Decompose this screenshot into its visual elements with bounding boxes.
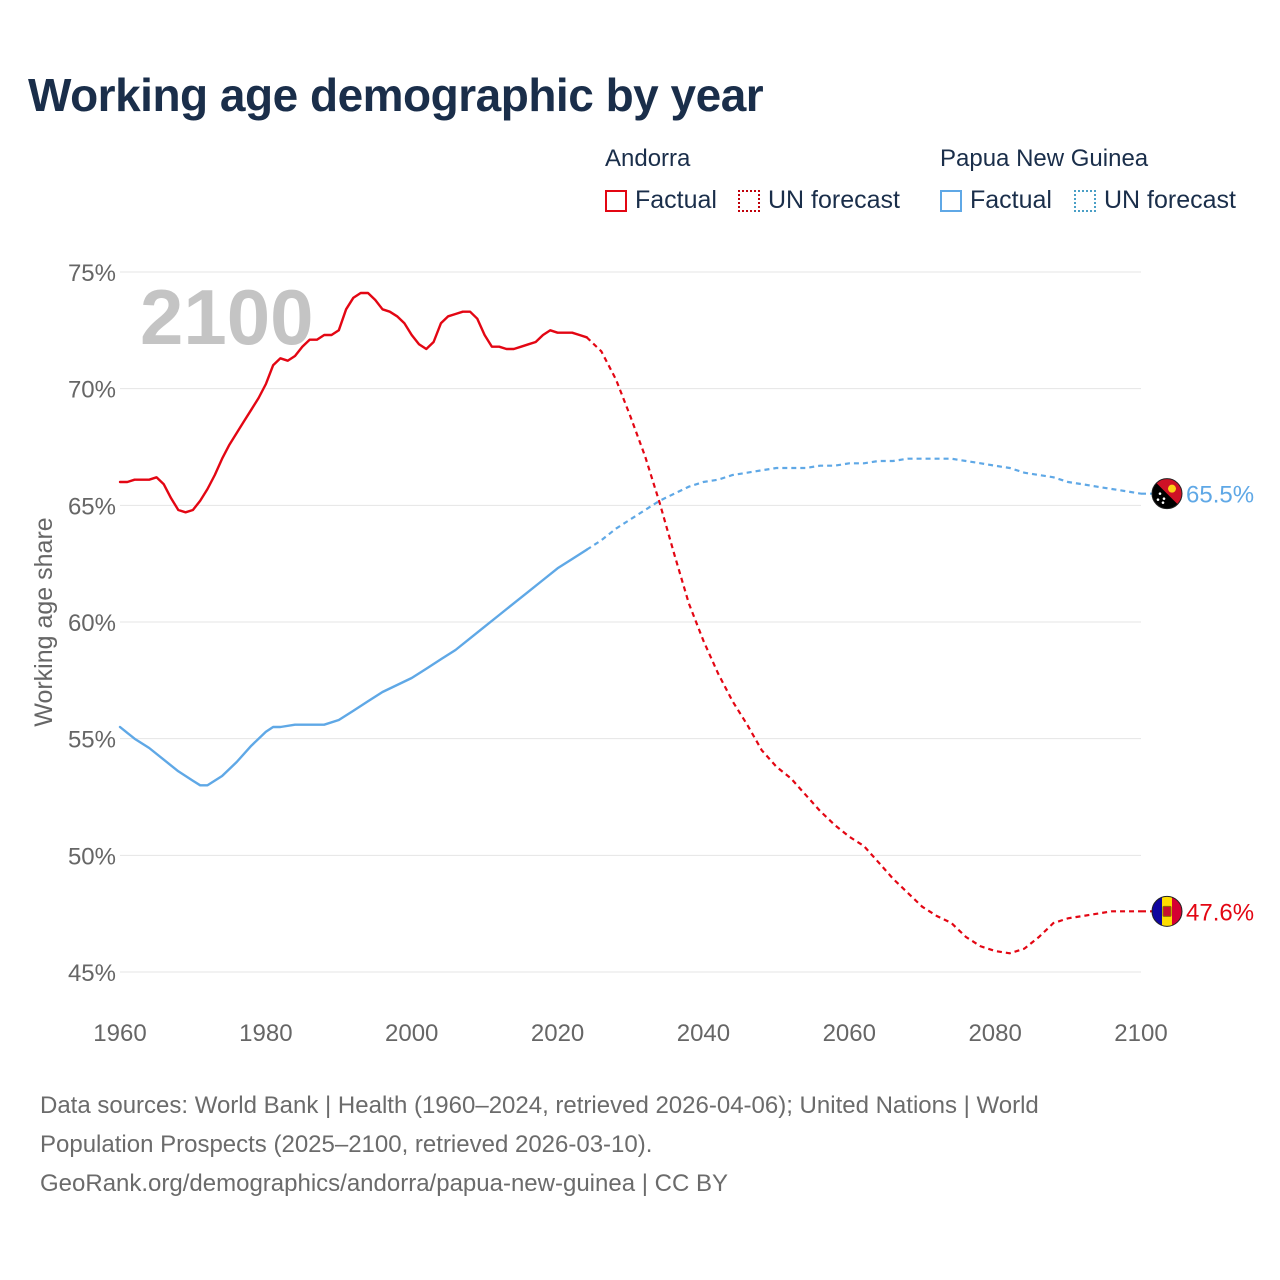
chart-title: Working age demographic by year <box>28 69 764 121</box>
x-tick-label: 2000 <box>385 1020 438 1047</box>
y-axis-ticks: 45% 50% 55% 60% 65% 70% 75% <box>68 260 116 987</box>
png-forecast-line <box>586 457 1142 551</box>
current-year-watermark: 2100 <box>140 273 314 361</box>
y-axis-label: Working age share <box>30 517 58 726</box>
legend-title-png: Papua New Guinea <box>940 145 1149 172</box>
andorra-factual-line <box>118 291 588 514</box>
y-tick-label: 60% <box>68 610 116 637</box>
legend-title-andorra: Andorra <box>605 145 691 172</box>
y-tick-label: 65% <box>68 493 116 520</box>
x-tick-label: 2040 <box>677 1020 730 1047</box>
series-lines <box>118 291 1142 955</box>
y-tick-label: 75% <box>68 260 116 287</box>
legend-andorra-forecast[interactable]: UN forecast <box>738 186 900 215</box>
andorra-forecast-line <box>585 336 1141 955</box>
x-tick-label: 2080 <box>968 1020 1021 1047</box>
x-tick-label: 1960 <box>93 1020 146 1047</box>
legend-png-forecast[interactable]: UN forecast <box>1074 186 1236 215</box>
y-tick-label: 50% <box>68 843 116 870</box>
png-end-value-label: 65.5% <box>1186 482 1254 509</box>
legend-png-factual-label: Factual <box>970 186 1052 214</box>
footer-attribution[interactable]: GeoRank.org/demographics/andorra/papua-n… <box>40 1170 728 1197</box>
x-tick-label: 2020 <box>531 1020 584 1047</box>
legend-swatch-dotted-icon <box>738 189 760 212</box>
x-tick-label: 2060 <box>823 1020 876 1047</box>
legend-png-forecast-label: UN forecast <box>1104 186 1236 214</box>
legend-andorra-factual[interactable]: Factual <box>605 186 717 215</box>
x-tick-label: 2100 <box>1114 1020 1167 1047</box>
legend-andorra-factual-label: Factual <box>635 186 717 214</box>
legend-swatch-dotted-icon <box>1074 189 1096 212</box>
line-chart: 45% 50% 55% 60% 65% 70% 75% 1960 1980 2000 2020 20… <box>30 260 1254 1047</box>
andorra-flag-icon <box>1151 895 1183 927</box>
footer: Data sources: World Bank | Health (1960–… <box>40 1086 1240 1203</box>
legend-andorra-forecast-label: UN forecast <box>768 186 900 214</box>
x-tick-label: 1980 <box>239 1020 292 1047</box>
y-tick-label: 55% <box>68 727 116 754</box>
legend-swatch-solid-icon <box>605 189 627 212</box>
series-end-markers: 47.6% 65.5% <box>1141 478 1254 927</box>
footer-sources-line2: Population Prospects (2025–2100, retriev… <box>40 1131 653 1158</box>
grid-lines <box>120 271 1141 973</box>
legend-swatch-solid-icon <box>940 189 962 212</box>
x-axis-ticks: 1960 1980 2000 2020 2040 2060 2080 2100 <box>93 1020 1167 1047</box>
png-factual-line <box>118 548 588 787</box>
y-tick-label: 45% <box>68 960 116 987</box>
png-flag-icon <box>1151 478 1183 510</box>
footer-sources-line1: Data sources: World Bank | Health (1960–… <box>40 1092 1039 1119</box>
andorra-end-value-label: 47.6% <box>1186 899 1254 926</box>
y-tick-label: 70% <box>68 377 116 404</box>
legend-png-factual[interactable]: Factual <box>940 186 1052 215</box>
